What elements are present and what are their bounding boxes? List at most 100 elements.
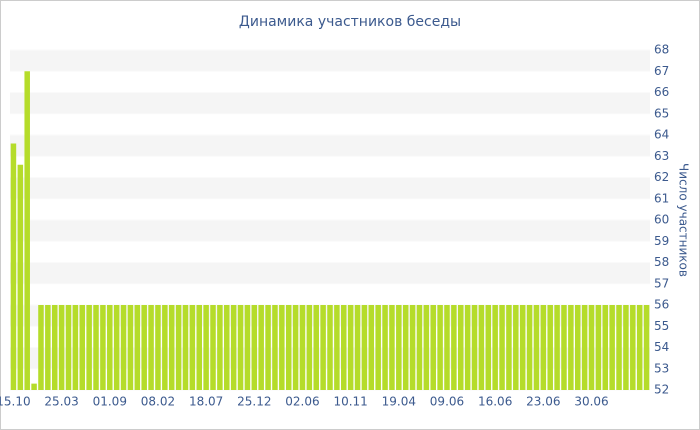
y-tick-label: 54 [654,340,669,354]
bar [561,305,567,390]
bar [444,305,450,390]
bar [423,305,430,390]
bar [148,305,154,390]
y-tick-label: 62 [654,170,669,184]
bar [313,305,319,390]
bar [643,305,650,390]
x-tick-label: 25.12 [237,395,271,409]
x-tick-label: 08.02 [141,395,175,409]
y-tick-label: 68 [654,43,669,57]
x-tick-label: 19.04 [382,395,416,409]
bar [189,305,196,390]
bar [402,305,409,390]
bar [630,305,636,390]
bar [24,71,30,390]
grid-band [10,177,650,199]
bar [51,305,58,390]
bar [478,305,485,390]
bar [38,305,44,390]
y-tick-label: 63 [654,149,669,163]
bar [292,305,299,390]
bar [354,305,361,390]
x-tick-label: 09.06 [430,395,464,409]
grid-band [10,92,650,114]
bar [58,305,65,390]
bar [409,305,416,390]
y-tick-label: 57 [654,276,669,290]
bar [506,305,512,390]
bar [162,305,168,390]
bar [230,305,237,390]
bar [547,305,553,390]
bar [485,305,492,390]
bar [568,305,574,390]
bar [519,305,526,390]
grid-band [10,262,650,284]
bar [285,305,292,390]
bar [93,305,99,390]
bar [10,143,17,390]
bar [616,305,622,390]
bar [86,305,92,390]
bar [492,305,498,390]
y-tick-label: 53 [654,361,669,375]
bar [464,305,471,390]
bar [306,305,313,390]
bar [31,383,37,390]
bar [72,305,79,390]
x-tick-label: 10.11 [333,395,367,409]
x-tick-label: 30.06 [574,395,608,409]
bar [513,305,519,390]
x-tick-label: 25.03 [44,395,78,409]
bar [471,305,478,390]
bar [375,305,381,390]
bar [609,305,615,390]
bar [389,305,395,390]
bar [533,305,540,390]
bar [127,305,134,390]
bar [437,305,443,390]
bar [416,305,423,390]
bar [65,305,72,390]
y-tick-label: 67 [654,64,669,78]
x-tick-label: 18.07 [189,395,223,409]
x-tick-label: 01.09 [93,395,127,409]
y-tick-label: 61 [654,191,669,205]
y-tick-label: 56 [654,298,669,312]
bar [602,305,609,390]
bar [100,305,106,390]
y-tick-label: 65 [654,106,669,120]
chart-title: Динамика участников беседы [239,14,461,30]
y-axis-title: Число участников [677,163,691,277]
bar [382,305,388,390]
bar [45,305,51,390]
bar [107,305,113,390]
bar [347,305,354,390]
x-tick-label: 23.06 [526,395,560,409]
bar [244,305,251,390]
bar [134,305,141,390]
bar [361,305,368,390]
bar [279,305,285,390]
bar [540,305,547,390]
grid-band [10,50,650,72]
y-tick-label: 66 [654,85,669,99]
bar [120,305,127,390]
bar [196,305,202,390]
bar [203,305,209,390]
bar [396,305,402,390]
y-tick-label: 55 [654,319,669,333]
bar [17,164,24,390]
bar [574,305,581,390]
bar [175,305,182,390]
bar [581,305,588,390]
grid-band [10,220,650,242]
x-tick-label: 16.06 [478,395,512,409]
y-tick-label: 60 [654,213,669,227]
bar [588,305,595,390]
bar [258,305,264,390]
y-tick-label: 59 [654,234,669,248]
bar [141,305,147,390]
bar [272,305,278,390]
